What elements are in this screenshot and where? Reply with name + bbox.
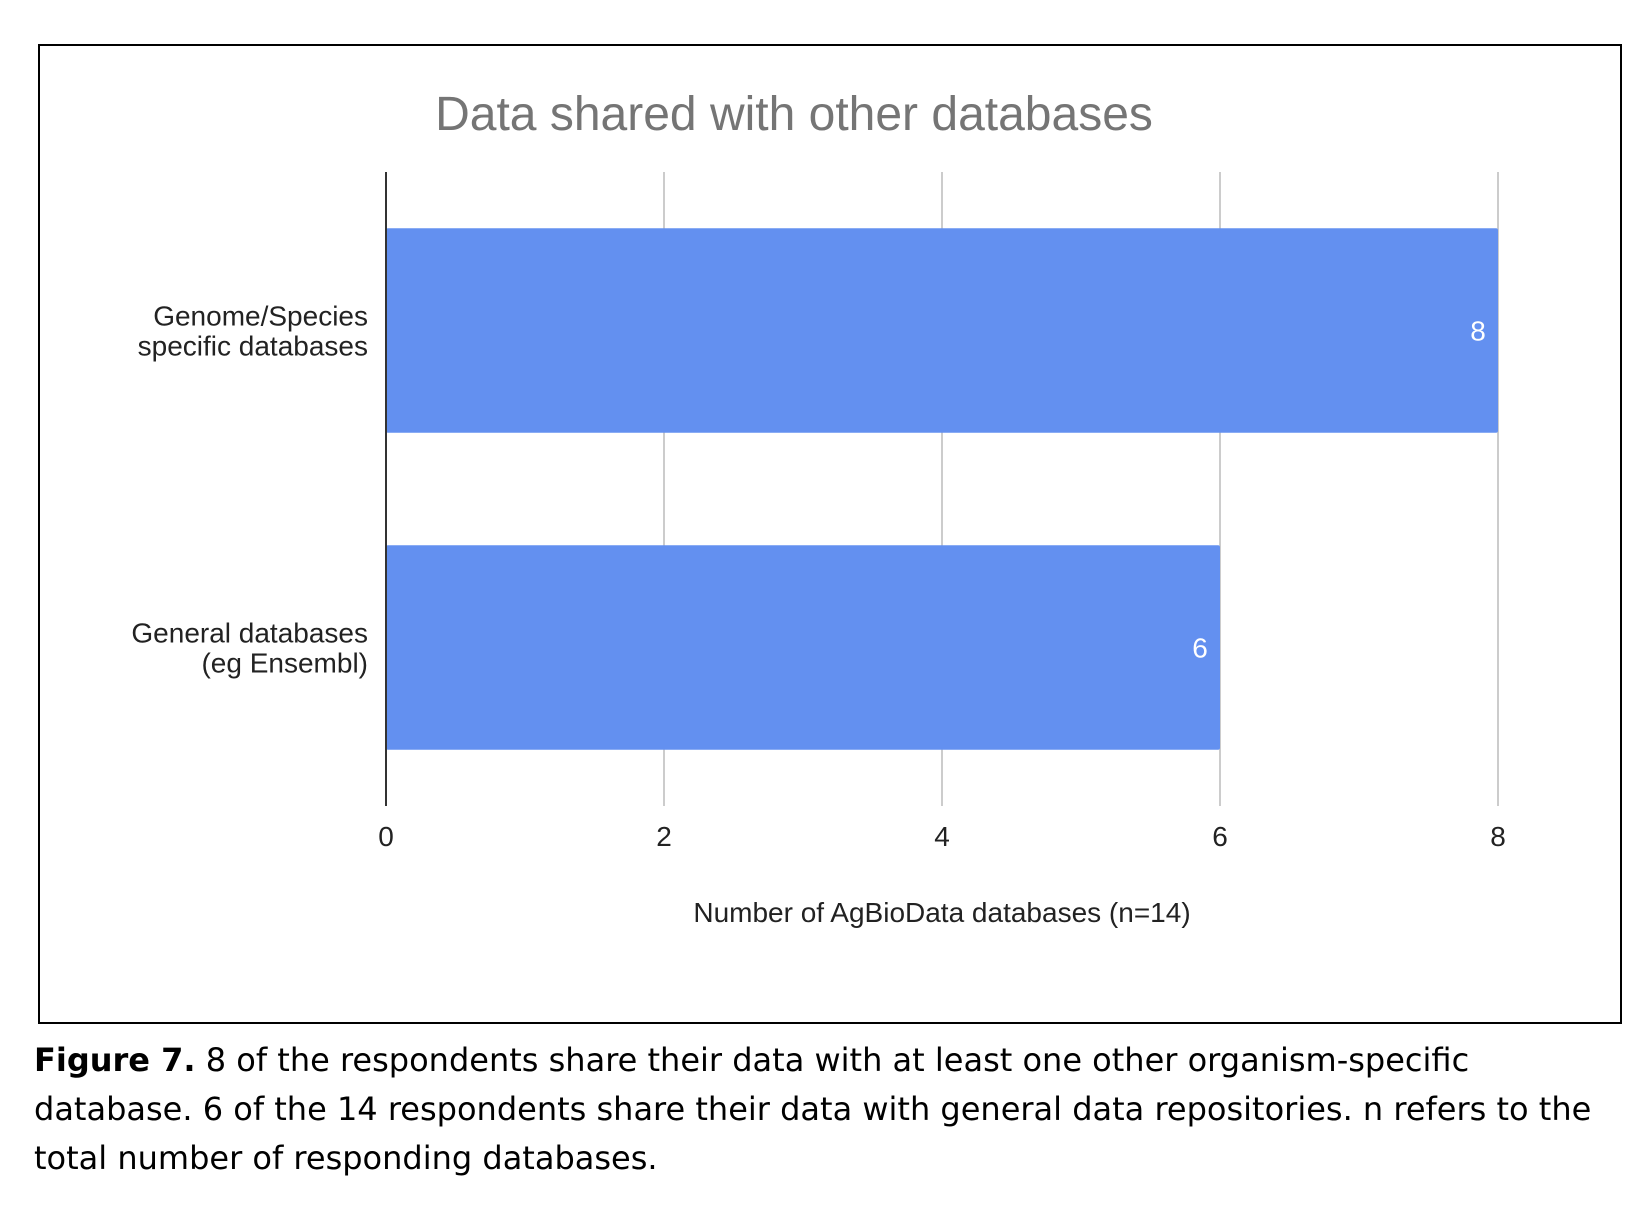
caption-label: Figure 7.	[34, 1041, 196, 1079]
category-label: (eg Ensembl)	[201, 648, 368, 679]
category-label: Genome/Species	[153, 301, 368, 332]
figure-frame: 0 2 4 6 8 8 Genome/Species specific databases 6 G…	[38, 44, 1622, 1024]
x-tick-label: 4	[934, 821, 950, 852]
caption-text: 8 of the respondents share their data wi…	[34, 1041, 1592, 1177]
figure-caption: Figure 7. 8 of the respondents share the…	[34, 1036, 1604, 1183]
x-tick-label: 0	[378, 821, 394, 852]
category-label: specific databases	[138, 331, 368, 362]
chart-title: Data shared with other databases	[435, 88, 1153, 141]
data-label: 6	[1192, 633, 1208, 664]
x-tick-label: 2	[656, 821, 672, 852]
bar	[386, 228, 1498, 433]
category-label: General databases	[131, 618, 368, 649]
x-axis-label: Number of AgBioData databases (n=14)	[693, 897, 1190, 928]
data-label: 8	[1470, 316, 1486, 347]
x-tick-label: 8	[1490, 821, 1506, 852]
bar	[386, 545, 1220, 750]
x-tick-label: 6	[1212, 821, 1228, 852]
